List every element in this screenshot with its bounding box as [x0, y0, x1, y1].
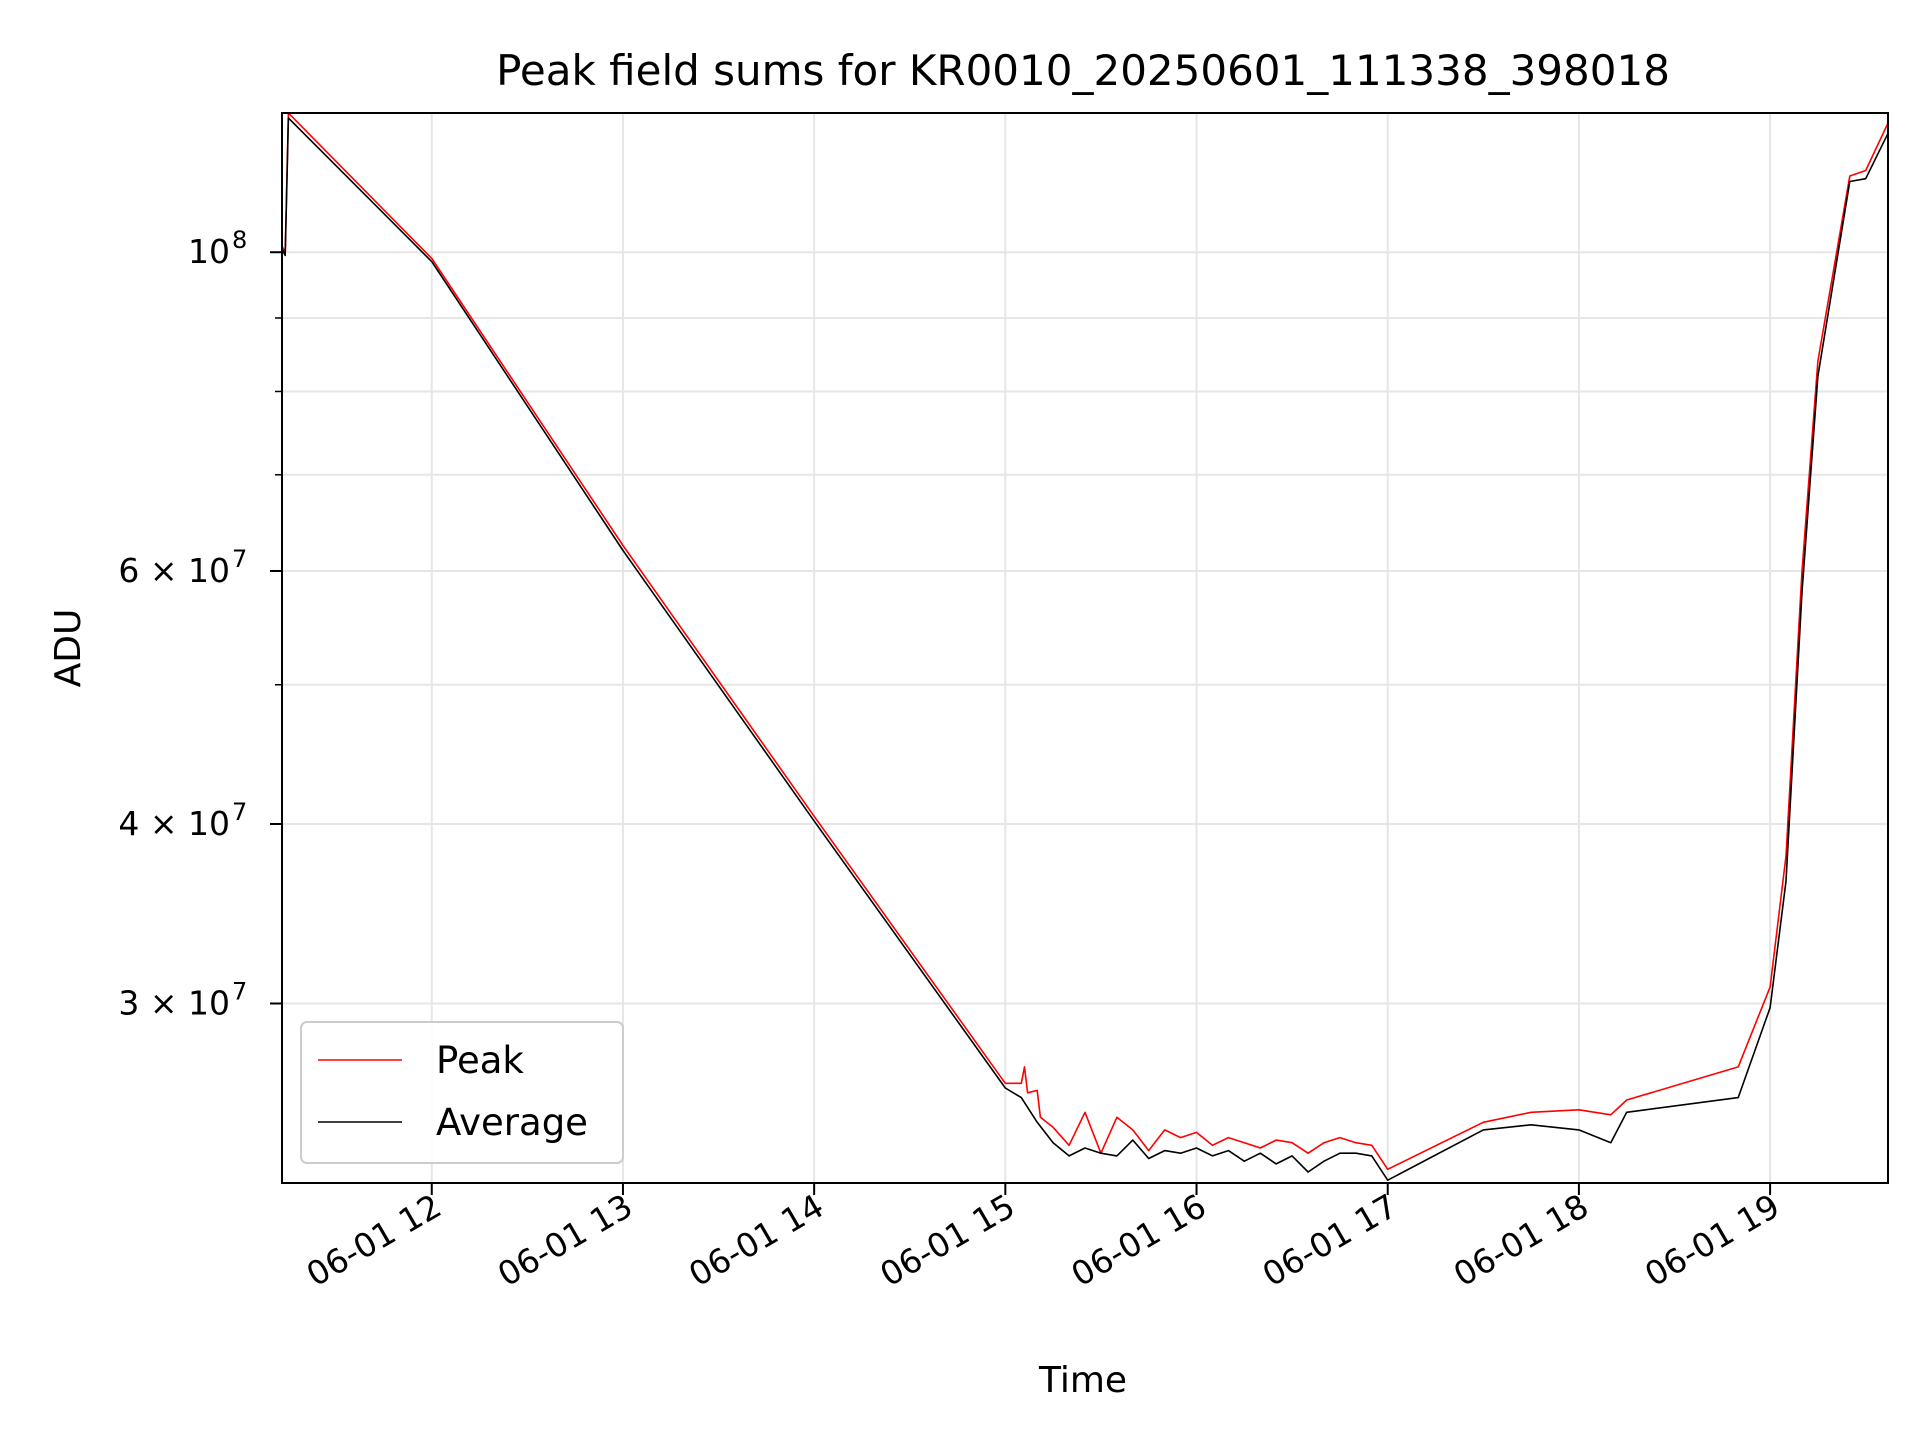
y-tick-label: 4 × 10 — [118, 804, 230, 843]
y-tick-label: 10 — [188, 232, 230, 271]
series-line-peak — [281, 112, 1889, 1171]
y-tick-exponent: 8 — [232, 226, 247, 254]
x-axis-label: Time — [1038, 1360, 1127, 1401]
legend-label-average: Average — [436, 1101, 588, 1144]
legend: Peak Average — [300, 1021, 624, 1164]
y-tick-label: 6 × 10 — [118, 551, 230, 590]
legend-box — [300, 1021, 624, 1164]
series-line-average — [281, 117, 1889, 1181]
chart-title: Peak field sums for KR0010_20250601_1113… — [496, 46, 1670, 95]
series-layer — [281, 112, 1889, 1181]
y-tick-exponent: 7 — [232, 977, 247, 1005]
plot-frame — [281, 112, 1889, 1184]
y-tick-exponent: 7 — [232, 798, 247, 826]
y-tick-exponent: 7 — [232, 545, 247, 573]
grid — [282, 113, 1888, 1183]
y-tick-label: 3 × 10 — [118, 983, 230, 1022]
y-axis-label: ADU — [48, 609, 89, 688]
legend-label-peak: Peak — [436, 1039, 524, 1082]
